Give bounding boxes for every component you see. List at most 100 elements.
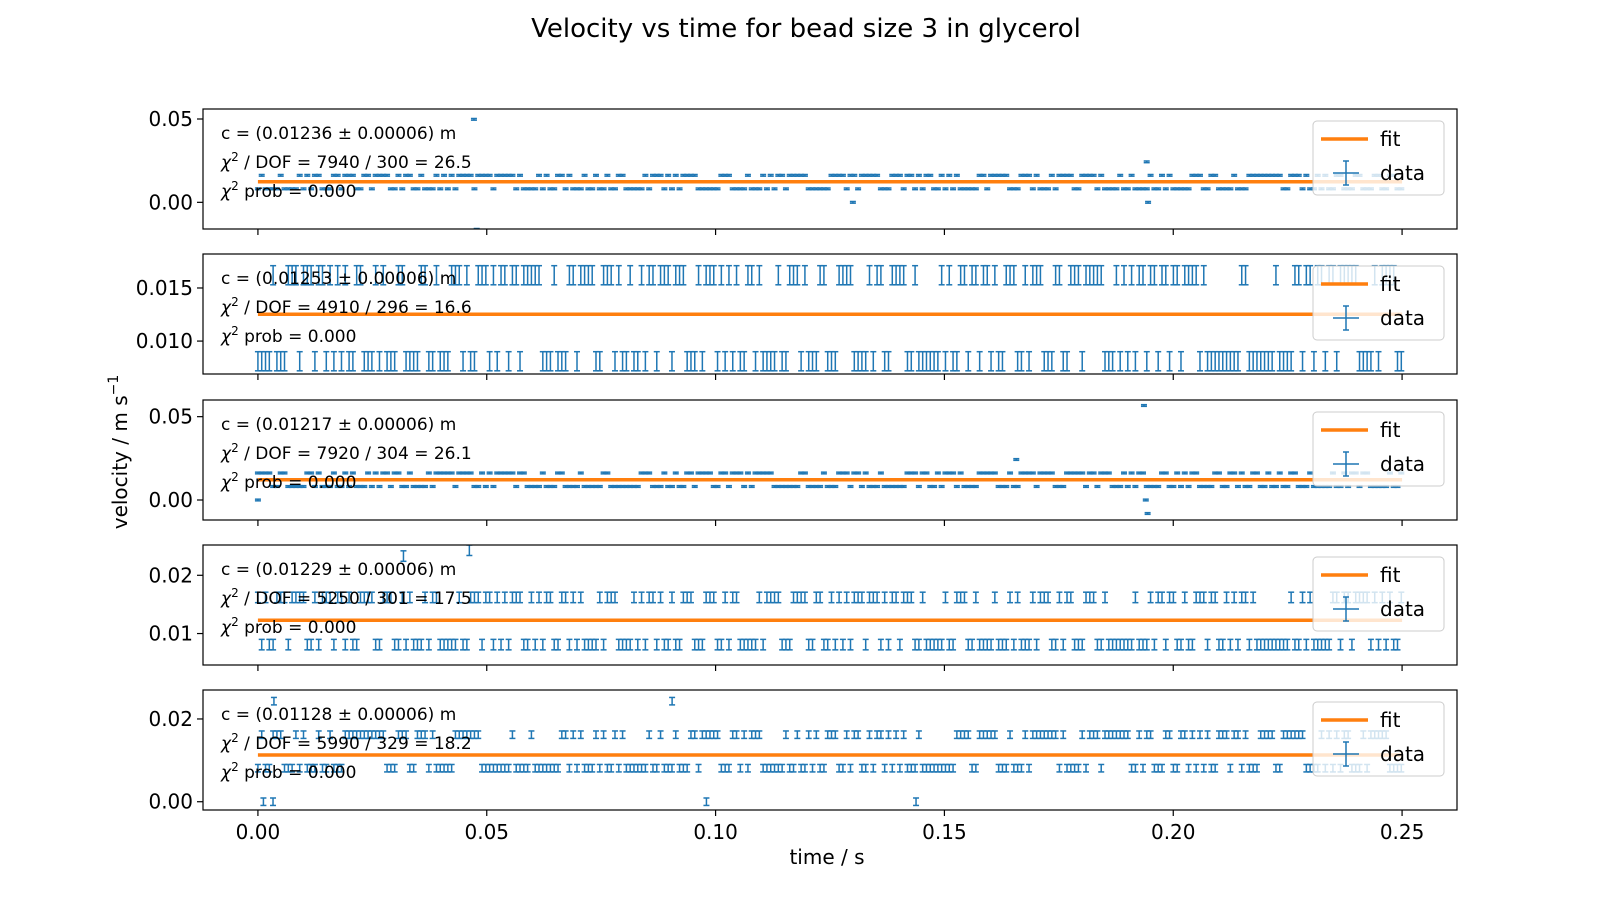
- data-point: [794, 264, 801, 286]
- data-points-panel-4: [254, 545, 1405, 651]
- data-point: [1242, 187, 1249, 191]
- data-point: [349, 471, 356, 475]
- data-point: [1177, 350, 1184, 372]
- data-point: [1170, 484, 1177, 489]
- data-point: [536, 484, 543, 489]
- data-point: [1132, 484, 1139, 489]
- data-point: [1056, 264, 1063, 286]
- data-point: [330, 471, 337, 475]
- data-point: [820, 471, 827, 475]
- data-point: [950, 471, 957, 475]
- data-point: [577, 471, 584, 475]
- data-point: [539, 471, 546, 475]
- data-point: [1234, 350, 1241, 372]
- data-point: [475, 484, 482, 489]
- data-point: [1033, 638, 1040, 651]
- data-point: [1029, 471, 1036, 475]
- data-point: [1303, 638, 1310, 651]
- data-point: [1284, 638, 1291, 651]
- data-point: [403, 638, 410, 651]
- legend-data-label: data: [1380, 161, 1425, 185]
- data-point: [1064, 350, 1071, 372]
- data-point: [824, 638, 831, 651]
- data-point: [661, 471, 668, 475]
- data-point: [562, 187, 569, 191]
- data-point: [1109, 350, 1116, 372]
- data-point: [254, 591, 261, 604]
- data-point: [490, 187, 497, 191]
- data-point: [1162, 638, 1169, 651]
- data-point: [642, 350, 649, 372]
- data-point: [839, 638, 846, 651]
- data-point: [695, 264, 702, 286]
- x-axis-label: time / s: [789, 845, 864, 869]
- data-point: [1075, 264, 1082, 286]
- data-point: [592, 638, 599, 651]
- data-point: [623, 350, 630, 372]
- data-point: [668, 484, 675, 489]
- data-point: [1052, 187, 1059, 191]
- axes-frame: [202, 108, 1458, 230]
- data-point: [813, 350, 820, 372]
- data-point: [365, 173, 372, 177]
- data-point: [946, 264, 953, 286]
- data-point: [1155, 350, 1162, 372]
- data-point: [672, 173, 679, 177]
- data-point: [357, 187, 364, 191]
- data-point: [281, 471, 288, 475]
- data-point: [600, 187, 607, 191]
- data-point: [1367, 350, 1374, 372]
- data-point: [327, 484, 334, 489]
- data-point: [1307, 471, 1314, 475]
- data-point: [710, 264, 717, 286]
- data-point: [771, 187, 778, 191]
- data-point: [1143, 160, 1150, 164]
- data-point: [665, 264, 672, 286]
- data-point: [1158, 591, 1165, 604]
- data-point: [539, 638, 546, 651]
- data-point: [513, 264, 520, 286]
- annotation-c: c = (0.01236 ± 0.00006) m: [221, 124, 456, 144]
- data-point: [342, 264, 349, 286]
- data-point: [908, 591, 915, 604]
- y-tick-label: 0.00: [148, 488, 193, 512]
- annotation-chi-prob: χ2 prob = 0.000: [220, 324, 356, 347]
- data-point: [1048, 350, 1055, 372]
- annotation-c: c = (0.01217 ± 0.00006) m: [221, 415, 456, 435]
- data-point: [1250, 591, 1257, 604]
- panels: 0.00 0.05 c = (0.01236 ± 0.00006) m χ2 / DO…: [136, 107, 1458, 844]
- data-point: [965, 350, 972, 372]
- data-point: [638, 591, 645, 604]
- data-point: [547, 350, 554, 372]
- data-point: [334, 173, 341, 177]
- data-point: [1310, 350, 1317, 372]
- data-points-panel-5: [254, 696, 1405, 807]
- axes-frame: [202, 544, 1458, 666]
- data-point: [1375, 350, 1382, 372]
- data-point: [988, 638, 995, 651]
- legend-fit-label: fit: [1380, 418, 1401, 442]
- data-point: [414, 350, 421, 372]
- data-point: [1121, 264, 1128, 286]
- data-point: [1014, 187, 1021, 191]
- data-point: [893, 591, 900, 604]
- data-point: [425, 638, 432, 651]
- data-point: [699, 350, 706, 372]
- data-point: [722, 471, 729, 475]
- data-point: [877, 471, 884, 475]
- data-point: [589, 187, 596, 191]
- data-point: [634, 484, 641, 489]
- data-point: [668, 350, 675, 372]
- data-point: [308, 187, 315, 191]
- y-tick-label: 0.02: [148, 563, 193, 587]
- data-point: [1007, 471, 1014, 475]
- data-point: [1142, 498, 1149, 502]
- data-point: [315, 638, 322, 651]
- data-point: [452, 638, 459, 651]
- data-point: [1181, 471, 1188, 475]
- data-point: [1295, 173, 1302, 177]
- data-point: [1231, 173, 1238, 177]
- data-point: [938, 638, 945, 651]
- data-point: [400, 550, 407, 563]
